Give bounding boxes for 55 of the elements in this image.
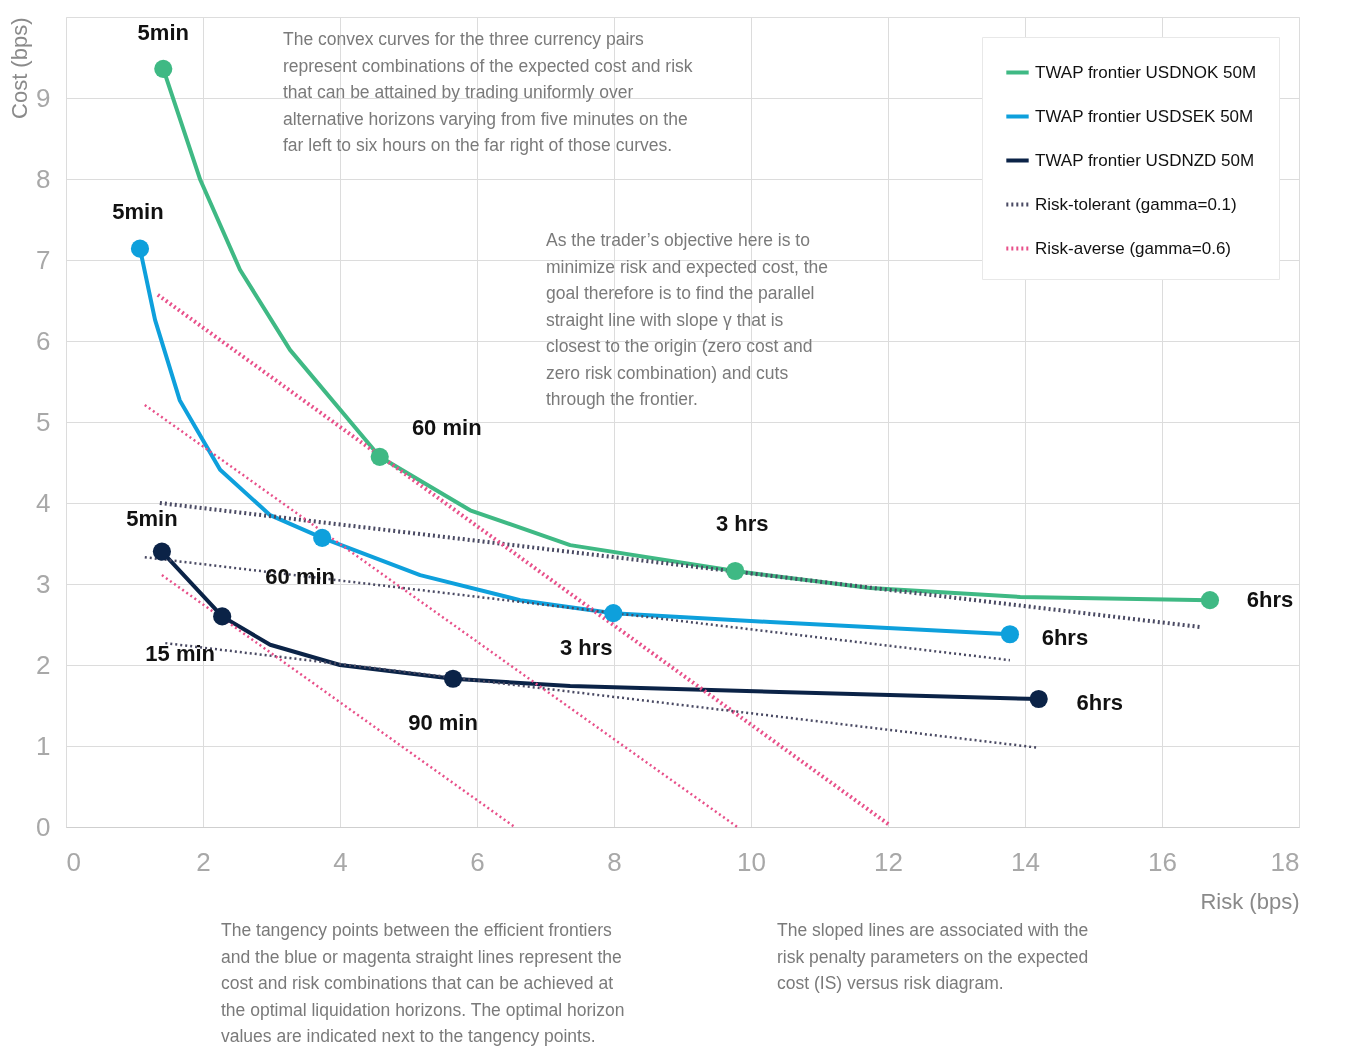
point [604,604,623,623]
point [130,239,150,258]
text: The sloped lines are associated with the risk penalty parameters on the expected cost (IS) versus risk diagram. [777,920,1089,993]
annotation: The convex curves for the three currency pairs represent combinations of the expected cost and risk that can be attained by trading uniformly over alternative horizons varying from five minutes on the far left to six hours on the far right of those curves. [283,29,693,155]
x-tick-label: 6 [470,846,485,877]
point [370,447,389,466]
legend-label: TWAP frontier USDNZD 50M [1035,150,1255,170]
y-tick-label: 4 [36,487,51,518]
y-tick-label: 2 [36,649,51,680]
annotation: 6hrs [1041,625,1089,651]
annotation: 90 min [408,709,478,735]
y-tick-label: 0 [36,811,51,842]
annotation: 5min [137,19,189,45]
point [1029,689,1048,709]
x-tick-label: 16 [1148,846,1177,877]
annotation: 5min [112,198,164,224]
y-tick-label: 5 [36,406,51,437]
point [154,59,173,78]
y-axis-title: Cost (bps) [7,17,33,119]
x-tick-label: 4 [333,846,348,877]
point [1200,591,1220,610]
x-tick-label: 0 [66,846,81,877]
x-axis-title: Risk (bps) [1200,888,1300,914]
y-tick-label: 6 [36,325,51,356]
x-tick-label: 12 [874,846,903,877]
annotation: As the trader’s objective here is to minimize risk and expected cost, the goal therefore is to find the parallel straight line with slope γ that is closest to the origin (zero cost and zero risk combination) and cuts through the frontier. [546,230,829,409]
legend-label: TWAP frontier USDNOK 50M [1035,62,1257,82]
x-tick-label: 8 [607,846,622,877]
legend-label: Risk-averse (gamma=0.6) [1035,238,1232,258]
y-tick-label: 1 [36,730,51,761]
annotation: 60 min [411,414,482,440]
point [313,528,332,547]
point [726,561,745,581]
annotation: 6hrs [1246,587,1294,613]
y-tick-label: 3 [36,568,51,599]
legend-label: Risk-tolerant (gamma=0.1) [1035,194,1237,214]
x-tick-label: 18 [1270,846,1300,877]
annotation: 3 hrs [560,635,613,661]
x-tick-label: 10 [737,846,766,877]
point [152,542,171,561]
point [443,669,463,688]
annotation: 6hrs [1076,690,1123,716]
y-tick-label: 9 [36,82,51,113]
y-tick-label: 7 [36,244,51,275]
y-tick-label: 8 [36,163,51,194]
annotation: 15 min [145,641,216,667]
point [1000,625,1020,644]
annotation: 3 hrs [715,511,769,537]
x-tick-label: 2 [196,846,211,877]
annotation: 60 min [265,563,336,589]
x-tick-label: 14 [1011,846,1040,877]
text: The tangency points between the efficient frontiers and the blue or magenta straight lines represent the cost and risk combinations that can be achieved at the optimal liquidation horizons. The optimal horizon values are indicated next to the tangency points. [221,920,625,1046]
point [213,607,232,626]
annotation: 5min [126,505,178,531]
legend-label: TWAP frontier USDSEK 50M [1035,106,1254,126]
